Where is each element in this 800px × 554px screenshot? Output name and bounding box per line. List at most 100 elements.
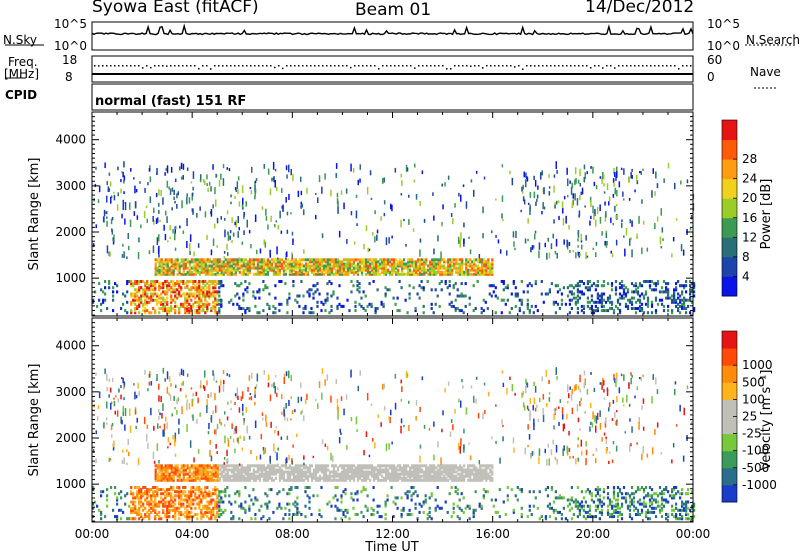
range-gate-cell xyxy=(379,264,382,268)
range-gate-cell xyxy=(206,304,209,308)
range-gate-cell xyxy=(174,288,177,292)
range-gate-cell xyxy=(358,468,362,472)
nave-dot xyxy=(562,65,564,67)
range-gate-cell xyxy=(381,478,384,482)
range-gate-cell xyxy=(469,272,472,276)
range-gate-cell xyxy=(210,470,213,474)
range-gate-cell xyxy=(437,268,440,272)
range-gate-cell xyxy=(288,517,291,521)
nave-dot xyxy=(634,65,636,67)
range-gate-cell xyxy=(269,188,272,196)
range-gate-cell xyxy=(197,243,200,248)
range-gate-cell xyxy=(588,515,591,519)
range-gate-cell xyxy=(454,203,456,208)
range-gate-cell xyxy=(169,188,172,195)
range-gate-cell xyxy=(260,504,263,508)
range-gate-cell xyxy=(248,464,251,468)
range-gate-cell xyxy=(304,515,307,519)
range-gate-cell xyxy=(212,506,215,510)
nave-dot xyxy=(242,65,244,67)
range-gate-cell xyxy=(206,504,209,508)
range-gate-cell xyxy=(296,464,299,468)
range-gate-cell xyxy=(258,290,261,294)
range-gate-cell xyxy=(380,216,382,221)
range-gate-cell xyxy=(130,282,133,286)
range-gate-cell xyxy=(471,468,474,472)
range-gate-cell xyxy=(566,294,569,298)
nave-dot xyxy=(454,65,456,67)
nave-dot xyxy=(354,65,356,67)
range-gate-cell xyxy=(158,488,161,492)
range-gate-cell xyxy=(419,262,422,266)
range-gate-cell xyxy=(529,207,531,215)
range-gate-cell xyxy=(158,517,161,521)
range-gate-cell xyxy=(429,270,432,274)
range-gate-cell xyxy=(433,478,436,482)
range-gate-cell xyxy=(172,478,175,482)
range-gate-cell xyxy=(466,504,469,508)
range-gate-cell xyxy=(212,466,215,470)
range-gate-cell xyxy=(296,466,299,470)
range-gate-cell xyxy=(133,177,135,180)
nave-dot xyxy=(386,65,388,67)
range-gate-cell xyxy=(369,266,372,270)
range-gate-cell xyxy=(326,464,330,468)
range-gate-cell xyxy=(332,472,336,476)
nave-dot xyxy=(258,65,260,67)
range-gate-cell xyxy=(166,258,169,262)
range-gate-cell xyxy=(244,500,247,504)
range-gate-cell xyxy=(570,496,573,500)
range-gate-cell xyxy=(385,258,388,262)
range-gate-cell xyxy=(554,284,557,288)
range-gate-cell xyxy=(646,280,650,283)
range-gate-cell xyxy=(240,272,243,276)
range-gate-cell xyxy=(202,258,205,262)
range-gate-cell xyxy=(407,258,410,262)
range-gate-cell xyxy=(140,494,143,498)
range-gate-cell xyxy=(622,284,626,288)
range-gate-cell xyxy=(202,304,205,308)
range-gate-cell xyxy=(318,513,321,516)
range-gate-cell xyxy=(543,187,545,195)
range-gate-cell xyxy=(178,500,181,504)
nave-dot xyxy=(358,65,360,67)
range-gate-cell xyxy=(172,470,175,474)
range-gate-cell xyxy=(264,492,267,496)
range-gate-cell xyxy=(136,282,139,286)
range-gate-cell xyxy=(387,464,390,468)
range-gate-cell xyxy=(562,286,565,290)
range-gate-cell xyxy=(218,264,221,268)
range-gate-cell xyxy=(481,472,484,476)
range-gate-cell xyxy=(132,282,135,286)
range-gate-cell xyxy=(471,260,474,264)
range-gate-cell xyxy=(168,266,171,270)
range-gate-cell xyxy=(180,286,183,290)
range-gate-cell xyxy=(184,464,187,468)
range-gate-cell xyxy=(425,468,428,472)
range-gate-cell xyxy=(158,478,161,482)
range-gate-cell xyxy=(495,198,497,201)
range-gate-cell xyxy=(193,251,195,257)
range-gate-cell xyxy=(360,474,364,478)
range-gate-cell xyxy=(281,188,283,194)
range-gate-cell xyxy=(156,294,159,298)
range-gate-cell xyxy=(186,464,189,468)
range-gate-cell xyxy=(432,192,434,196)
range-gate-cell xyxy=(248,468,251,472)
range-gate-cell xyxy=(411,474,414,478)
range-gate-cell xyxy=(228,270,231,274)
range-gate-cell xyxy=(606,508,610,512)
range-gate-cell xyxy=(126,492,129,496)
range-gate-cell xyxy=(391,270,394,274)
range-gate-cell xyxy=(324,268,328,272)
range-gate-cell xyxy=(403,476,406,480)
range-gate-cell xyxy=(121,171,123,174)
range-gate-cell xyxy=(472,309,475,313)
range-gate-cell xyxy=(431,478,434,482)
range-gate-cell xyxy=(437,468,440,472)
range-gate-cell xyxy=(400,496,403,500)
range-gate-cell xyxy=(469,476,472,480)
range-gate-cell xyxy=(246,464,249,468)
range-gate-cell xyxy=(170,498,173,502)
range-gate-cell xyxy=(130,311,133,315)
